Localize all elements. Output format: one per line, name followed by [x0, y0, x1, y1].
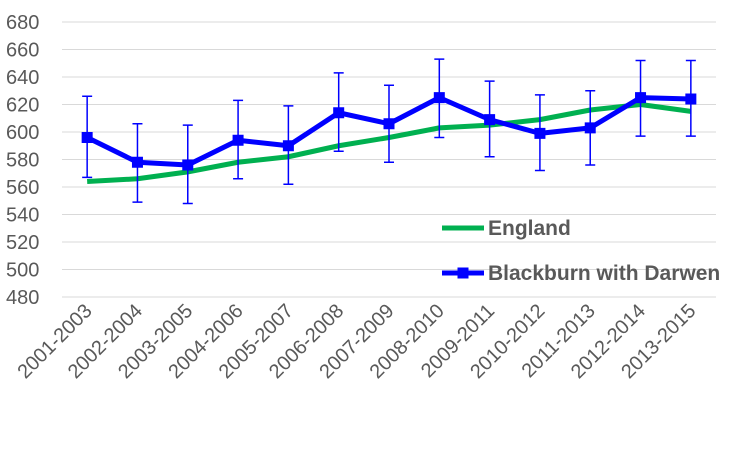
- legend-label: England: [488, 217, 571, 240]
- y-tick-label: 580: [6, 150, 39, 172]
- y-tick-label: 500: [6, 260, 39, 282]
- x-axis-ticks: 2001-20032002-20042003-20052004-20062005…: [13, 300, 700, 383]
- data-point: [685, 93, 697, 105]
- y-tick-label: 620: [6, 95, 39, 117]
- legend: England Blackburn with Darwen: [442, 217, 720, 285]
- data-point: [635, 92, 647, 104]
- series-blackburn-with-darwen: [81, 58, 697, 205]
- data-point: [81, 132, 93, 143]
- data-point: [232, 134, 244, 146]
- data-point: [534, 127, 546, 139]
- data-point: [383, 118, 395, 130]
- data-point: [433, 92, 445, 104]
- data-point: [131, 156, 143, 168]
- legend-item-england: England: [442, 217, 571, 240]
- legend-item-blackburn-with-darwen: Blackburn with Darwen: [442, 262, 720, 285]
- data-point: [333, 107, 345, 119]
- y-axis-ticks: 480 500 520 540 560 580 600 620 640 660 680: [6, 12, 39, 309]
- y-tick-label: 520: [6, 232, 39, 254]
- series-layer: [81, 58, 697, 205]
- y-tick-label: 560: [6, 177, 39, 199]
- y-tick-label: 540: [6, 205, 39, 227]
- legend-marker: [457, 267, 469, 279]
- data-point: [584, 122, 596, 134]
- y-tick-label: 640: [6, 67, 39, 89]
- y-tick-label: 600: [6, 122, 39, 144]
- y-tick-label: 660: [6, 40, 39, 62]
- legend-label: Blackburn with Darwen: [488, 262, 720, 285]
- data-point: [484, 114, 496, 126]
- y-tick-label: 480: [6, 287, 39, 309]
- y-tick-label: 680: [6, 12, 39, 34]
- data-point: [282, 140, 294, 152]
- data-point: [182, 159, 194, 171]
